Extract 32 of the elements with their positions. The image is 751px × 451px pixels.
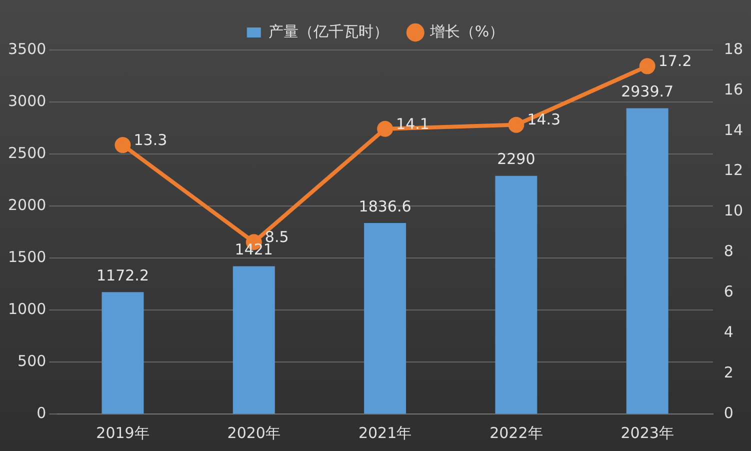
y2-tick-label: 14 [724, 120, 744, 139]
y2-tick-label: 16 [724, 80, 744, 98]
y-tick-label: 0 [36, 404, 46, 422]
x-tick-label: 2020年 [227, 424, 280, 442]
y-tick-label: 2000 [8, 196, 46, 214]
legend-label: 产量（亿千瓦时） [268, 22, 388, 40]
data-label: 2939.7 [621, 82, 674, 101]
y-tick-label: 1000 [8, 300, 46, 318]
y2-tick-label: 18 [724, 40, 744, 58]
x-tick-label: 2023年 [620, 424, 674, 442]
y-tick-label: 2500 [8, 144, 46, 162]
y2-tick-label: 6 [724, 282, 734, 301]
x-tick-label: 2019年 [96, 424, 150, 442]
data-label: 13.3 [134, 130, 168, 149]
data-label: 1172.2 [96, 266, 149, 284]
y-tick-label: 3500 [8, 40, 46, 58]
data-label: 17.2 [658, 52, 692, 70]
x-tick-label: 2021年 [358, 424, 412, 442]
y2-tick-label: 8 [724, 242, 734, 260]
y-tick-label: 3000 [8, 92, 46, 110]
y2-tick-label: 0 [724, 404, 734, 422]
data-label: 2290 [497, 150, 536, 168]
legend-label: 增长（%） [428, 22, 504, 40]
x-tick-label: 2022年 [490, 424, 543, 442]
y-tick-label: 1500 [8, 248, 46, 266]
data-label: 14.3 [527, 110, 561, 129]
y2-tick-label: 2 [724, 363, 734, 382]
y2-tick-label: 10 [724, 202, 744, 220]
y2-tick-label: 4 [724, 323, 734, 341]
y-tick-label: 500 [18, 352, 46, 370]
data-label: 1836.6 [358, 197, 412, 216]
y2-tick-label: 12 [724, 161, 744, 180]
